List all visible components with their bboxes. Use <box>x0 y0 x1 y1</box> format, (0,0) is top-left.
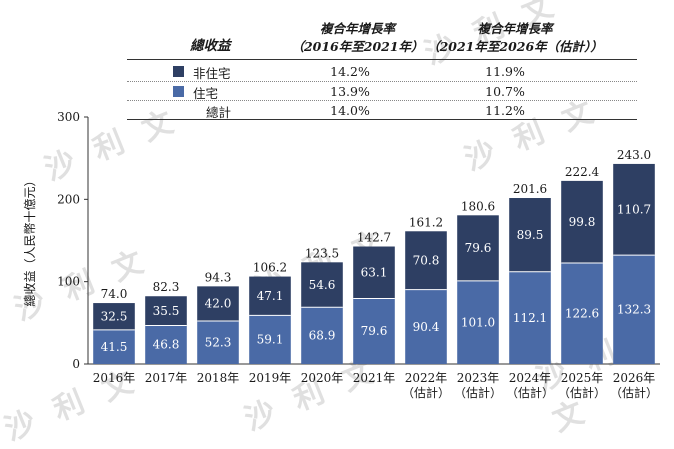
data-label-residential: 90.4 <box>413 320 440 334</box>
cagr-residential-2016-2021: 13.9% <box>330 84 370 99</box>
x-tick-label: 2021年 <box>353 371 396 385</box>
x-tick-label: 2025年 <box>561 371 604 385</box>
bar-non-residential <box>561 180 603 264</box>
legend-swatch-residential <box>173 86 184 97</box>
cagr-residential-2021-2026: 10.7% <box>485 84 525 99</box>
bar-non-residential <box>301 262 343 308</box>
bar-non-residential <box>353 246 395 299</box>
x-tick-label: 2026年 <box>613 371 656 385</box>
data-label-total: 180.6 <box>461 199 495 213</box>
bar-residential <box>457 280 499 364</box>
bar-residential <box>197 320 239 364</box>
table-header-cagr-1-line1: 複合年增長率 <box>319 21 395 36</box>
table-header-revenue: 總收益 <box>190 38 231 54</box>
bar-residential <box>249 315 291 364</box>
data-label-total: 123.5 <box>305 246 339 260</box>
data-label-residential: 132.3 <box>617 303 651 317</box>
table-top-rule <box>127 59 637 60</box>
bar-non-residential <box>145 296 187 326</box>
y-tick-label: 100 <box>57 275 80 289</box>
bar-residential <box>405 289 447 364</box>
table-header-cagr-2-line2: （2021年至2026年（估計）） <box>427 39 603 54</box>
data-label-total: 82.3 <box>153 280 180 294</box>
x-tick-label: （估計） <box>506 385 554 400</box>
data-label-residential: 101.0 <box>461 315 495 329</box>
data-label-residential: 52.3 <box>205 335 232 349</box>
cagr-non-residential-2016-2021: 14.2% <box>330 64 370 79</box>
bar-residential <box>509 271 551 364</box>
bar-non-residential <box>197 286 239 321</box>
x-tick-label: （估計） <box>610 385 658 400</box>
bar-non-residential <box>249 276 291 316</box>
data-label-non-residential: 79.6 <box>465 241 492 255</box>
data-label-non-residential: 32.5 <box>101 309 128 323</box>
x-tick-label: 2022年 <box>405 371 448 385</box>
data-label-total: 222.4 <box>565 165 600 179</box>
x-tick-label: 2020年 <box>301 371 344 385</box>
data-label-non-residential: 35.5 <box>153 304 180 318</box>
bar-residential <box>301 307 343 364</box>
data-label-non-residential: 70.8 <box>413 253 440 267</box>
data-label-residential: 68.9 <box>309 329 336 343</box>
bar-non-residential <box>613 163 655 256</box>
bar-non-residential <box>457 215 499 281</box>
data-label-residential: 79.6 <box>361 324 388 338</box>
cagr-total-2016-2021: 14.0% <box>330 103 370 118</box>
table-row-divider-2 <box>127 100 637 101</box>
data-label-total: 243.0 <box>617 148 651 162</box>
bar-residential <box>353 298 395 364</box>
legend-swatch-non-residential <box>173 66 184 77</box>
data-label-residential: 59.1 <box>257 333 284 347</box>
data-label-non-residential: 99.8 <box>569 215 596 229</box>
data-label-non-residential: 47.1 <box>257 289 284 303</box>
x-tick-label: 2019年 <box>249 371 292 385</box>
bar-residential <box>613 255 655 364</box>
data-label-residential: 41.5 <box>101 340 128 354</box>
legend-label-residential: 住宅 <box>193 86 219 101</box>
data-label-total: 94.3 <box>205 270 232 284</box>
data-label-non-residential: 54.6 <box>309 278 336 292</box>
y-tick-label: 300 <box>57 110 80 124</box>
y-tick-label: 200 <box>57 192 80 206</box>
bar-residential <box>561 263 603 364</box>
data-label-non-residential: 42.0 <box>205 297 232 311</box>
x-tick-label: （估計） <box>402 385 450 400</box>
data-label-total: 161.2 <box>409 215 443 229</box>
table-bottom-rule <box>127 119 637 120</box>
cagr-total-2021-2026: 11.2% <box>485 103 525 118</box>
data-label-total: 142.7 <box>357 231 391 245</box>
x-tick-label: 2023年 <box>457 371 500 385</box>
x-tick-label: 2024年 <box>509 371 552 385</box>
x-tick-label: 2016年 <box>93 371 136 385</box>
data-label-residential: 112.1 <box>513 311 547 325</box>
revenue-stacked-bar-chart: 0 100 200 300 總收益（人民幣十億元） 41.5 32.5 74.0 2016年 46… <box>22 110 660 400</box>
bar-non-residential <box>93 303 135 330</box>
x-tick-label: 2017年 <box>145 371 188 385</box>
x-tick-label: 2018年 <box>197 371 240 385</box>
bar-residential <box>93 329 135 364</box>
y-tick-label: 0 <box>72 357 80 371</box>
y-axis-label: 總收益（人民幣十億元） <box>22 174 37 306</box>
bar-residential <box>145 325 187 364</box>
legend-label-total: 總計 <box>206 105 232 120</box>
cagr-non-residential-2021-2026: 11.9% <box>485 64 525 79</box>
data-label-total: 106.2 <box>253 261 287 275</box>
x-tick-label: （估計） <box>454 385 502 400</box>
table-row-divider-1 <box>127 81 637 82</box>
x-tick-label: （估計） <box>558 385 606 400</box>
table-header-cagr-2-line1: 複合年增長率 <box>477 21 553 36</box>
data-label-residential: 46.8 <box>153 338 180 352</box>
data-label-total: 201.6 <box>513 182 547 196</box>
data-label-total: 74.0 <box>101 287 128 301</box>
bar-non-residential <box>405 231 447 290</box>
data-label-non-residential: 63.1 <box>361 265 388 279</box>
data-label-non-residential: 110.7 <box>617 203 651 217</box>
legend-label-non-residential: 非住宅 <box>193 66 231 81</box>
table-header-cagr-1-line2: （2016年至2021年） <box>291 39 424 54</box>
data-label-residential: 122.6 <box>565 307 599 321</box>
cagr-legend-table: 總收益 複合年增長率 （2016年至2021年） 複合年增長率 （2021年至2… <box>0 0 674 120</box>
bar-non-residential <box>509 198 551 272</box>
data-label-non-residential: 89.5 <box>517 228 544 242</box>
